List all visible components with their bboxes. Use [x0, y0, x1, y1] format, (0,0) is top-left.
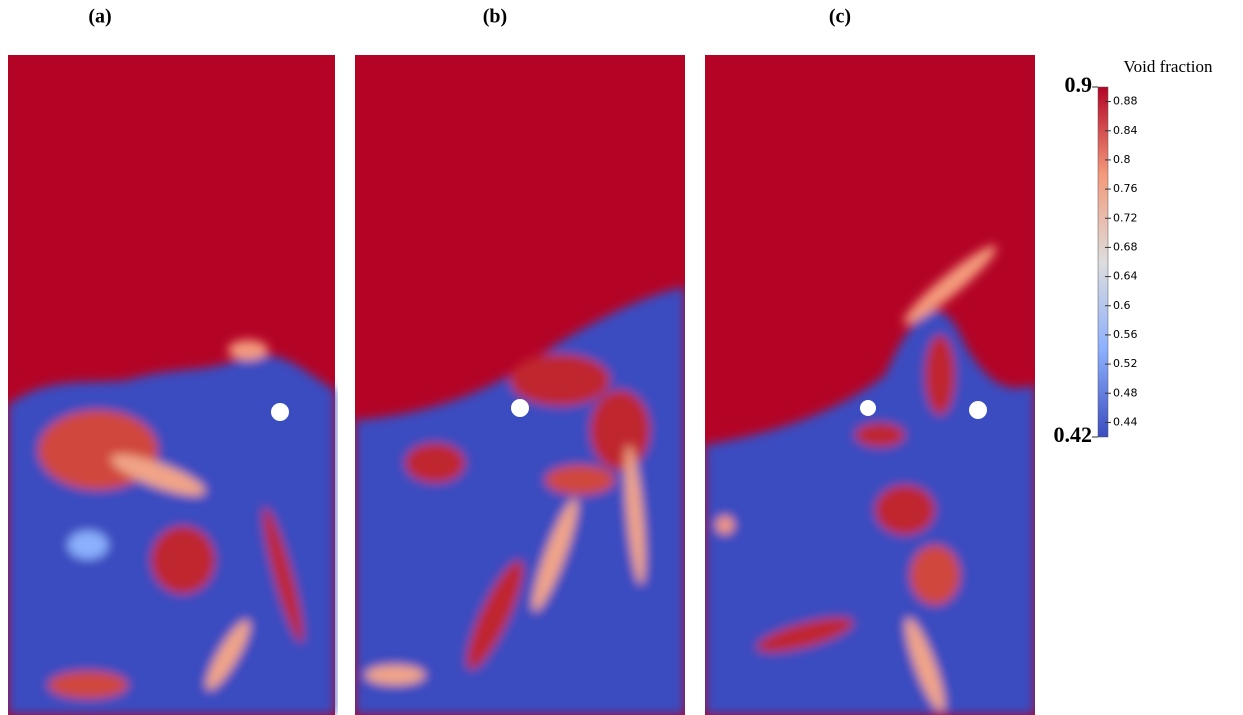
colorbar-end-label: 0.42 — [1054, 422, 1093, 447]
colorbar-tick-label: 0.56 — [1113, 328, 1138, 341]
colorbar-end-label: 0.9 — [1065, 72, 1093, 97]
colorbar-tick-label: 0.88 — [1113, 95, 1138, 108]
colorbar-tick-label: 0.72 — [1113, 211, 1138, 224]
panel-label: (a) — [88, 6, 111, 28]
colorbar-tick-label: 0.76 — [1113, 182, 1138, 195]
panel-label: (c) — [829, 6, 851, 28]
colorbar — [1098, 87, 1108, 437]
colorbar-tick-label: 0.44 — [1113, 415, 1138, 428]
panel-label: (b) — [483, 6, 507, 28]
colorbar-tick-label: 0.6 — [1113, 299, 1131, 312]
field-panel — [355, 55, 685, 715]
field-panel — [705, 55, 1035, 715]
colorbar-tick-label: 0.52 — [1113, 357, 1138, 370]
colorbar-tick-label: 0.84 — [1113, 124, 1138, 137]
figure: (a) (b) (c) — [0, 0, 1243, 715]
colorbar-title: Void fraction — [1124, 57, 1213, 76]
field-panel — [8, 55, 335, 715]
colorbar-tick-label: 0.8 — [1113, 153, 1131, 166]
colorbar-tick-label: 0.68 — [1113, 240, 1138, 253]
colorbar-tick-label: 0.64 — [1113, 270, 1138, 283]
colorbar-tick-label: 0.48 — [1113, 386, 1138, 399]
